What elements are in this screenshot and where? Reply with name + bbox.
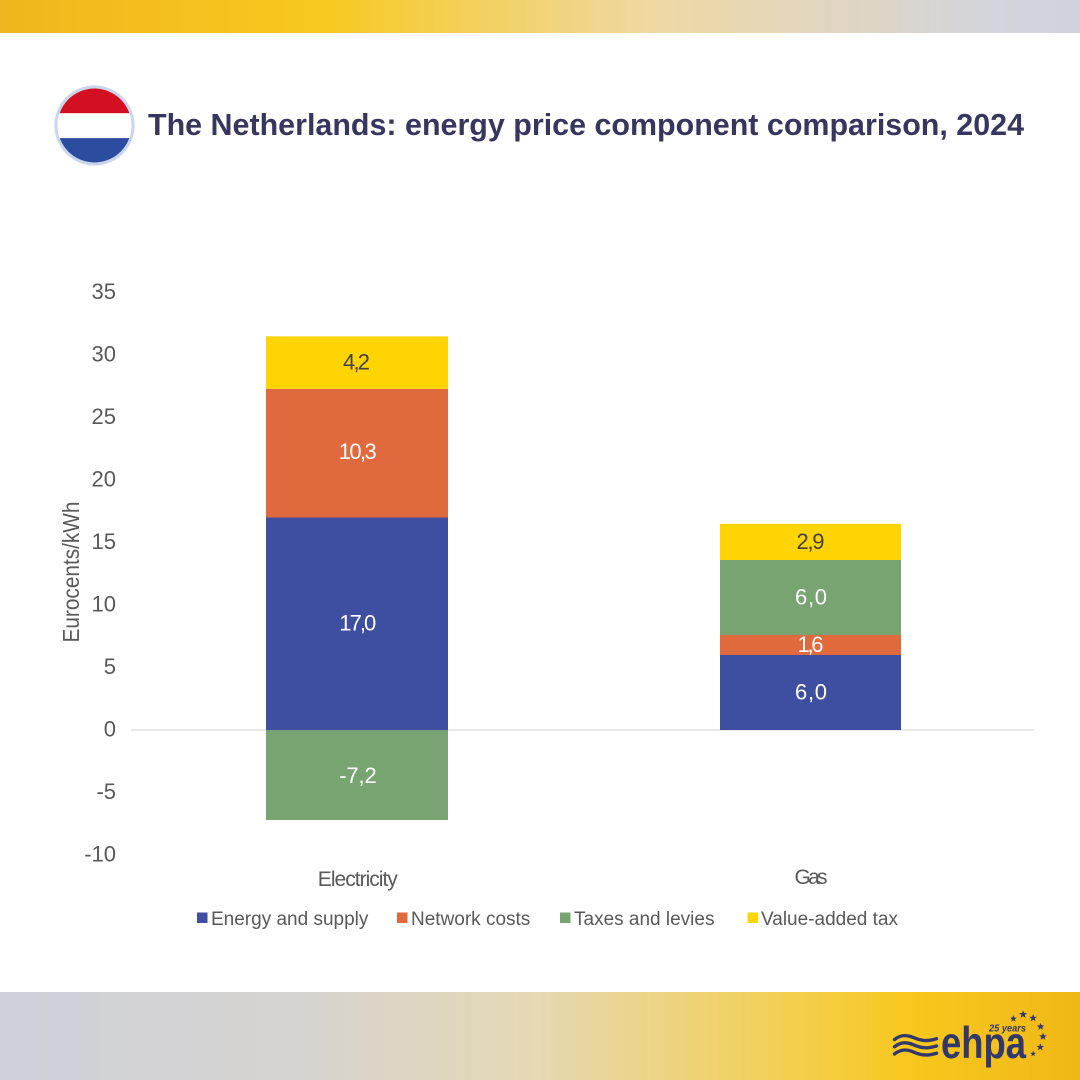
svg-text:ehpa: ehpa: [941, 1019, 1027, 1068]
svg-text:5: 5: [104, 654, 116, 679]
svg-text:0: 0: [104, 717, 116, 742]
svg-text:Network costs: Network costs: [411, 909, 530, 930]
svg-text:6,0: 6,0: [795, 680, 827, 705]
svg-text:4,2: 4,2: [343, 350, 370, 375]
svg-text:25: 25: [92, 404, 116, 429]
svg-text:Energy and supply: Energy and supply: [211, 909, 369, 930]
svg-text:Eurocents/kWh: Eurocents/kWh: [58, 502, 84, 643]
svg-text:Value-added tax: Value-added tax: [761, 909, 898, 930]
svg-text:-10: -10: [84, 842, 116, 867]
svg-text:10,3: 10,3: [339, 439, 377, 464]
svg-text:Gas: Gas: [795, 866, 828, 889]
svg-text:Taxes and levies: Taxes and levies: [574, 909, 714, 930]
svg-text:Electricity: Electricity: [318, 868, 399, 891]
svg-text:-7,2: -7,2: [339, 763, 377, 788]
svg-text:35: 35: [92, 279, 116, 304]
svg-text:17,0: 17,0: [339, 611, 376, 636]
svg-text:1,6: 1,6: [798, 632, 824, 657]
svg-text:25 years: 25 years: [988, 1023, 1026, 1035]
svg-text:10: 10: [92, 592, 116, 617]
svg-text:The Netherlands: energy price: The Netherlands: energy price component …: [148, 108, 1024, 142]
svg-text:-5: -5: [96, 779, 116, 804]
svg-text:20: 20: [92, 467, 116, 492]
svg-text:15: 15: [92, 529, 116, 554]
svg-text:30: 30: [92, 342, 116, 367]
svg-text:2,9: 2,9: [797, 529, 825, 554]
svg-text:6,0: 6,0: [795, 585, 827, 610]
